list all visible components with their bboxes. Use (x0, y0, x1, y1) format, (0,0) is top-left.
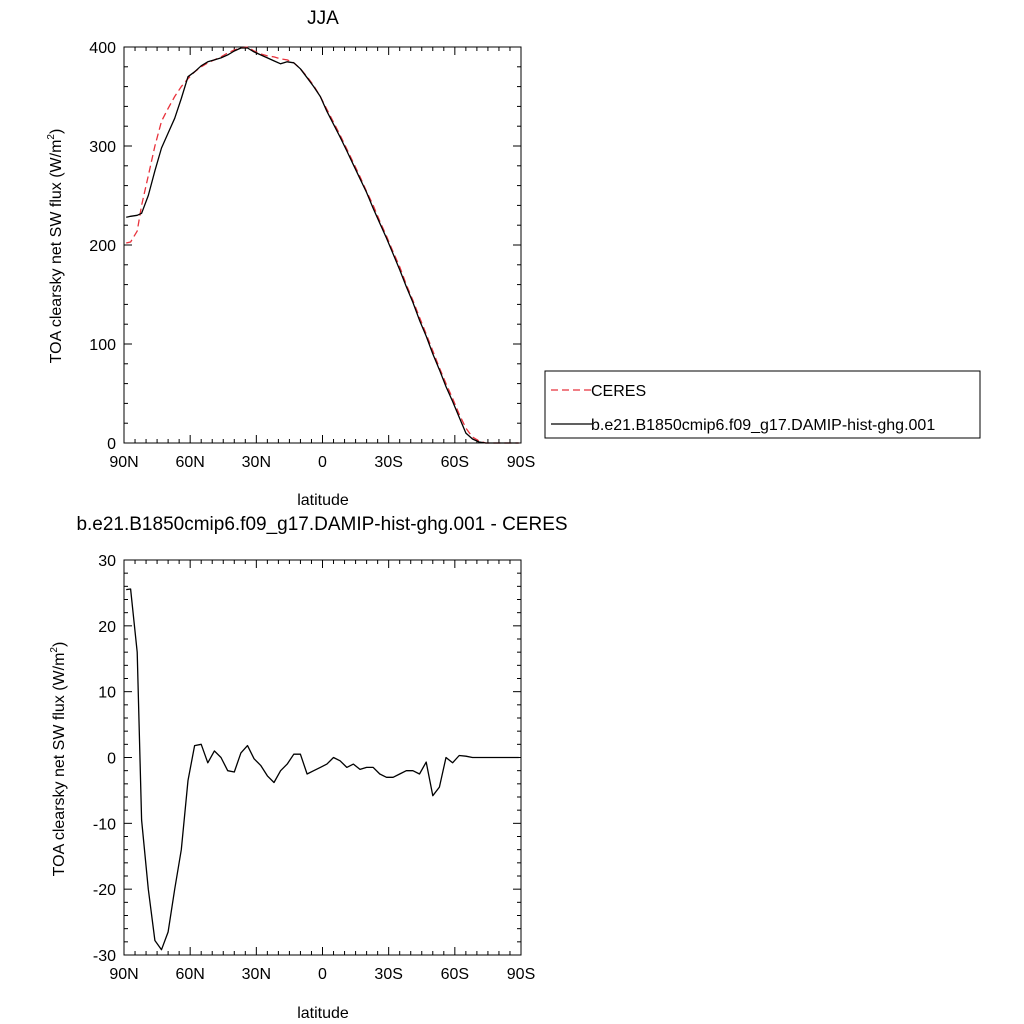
top-x-tick-label: 60N (175, 454, 204, 471)
bottom-x-tick-label: 30S (374, 966, 402, 983)
bottom-x-tick-label: 0 (318, 966, 327, 983)
legend-label-model: b.e21.B1850cmip6.f09_g17.DAMIP-hist-ghg.… (591, 417, 935, 434)
top-plot-frame (123, 46, 522, 444)
bottom-y-tick-label: -30 (93, 948, 116, 965)
top-y-tick-label: 400 (89, 40, 116, 57)
bottom-y-tick-label: -20 (93, 882, 116, 899)
top-y-tick-label: 0 (107, 436, 116, 453)
bottom-chart-title: b.e21.B1850cmip6.f09_g17.DAMIP-hist-ghg.… (76, 514, 567, 535)
top-x-axis-label: latitude (297, 492, 349, 509)
bottom-y-axis-label-close: ) (51, 642, 68, 647)
legend-box (544, 370, 981, 439)
bottom-y-axis-label-main: TOA clearsky net SW flux (W/m (51, 653, 68, 877)
top-x-tick-label: 30S (374, 454, 402, 471)
bottom-y-tick-label: 30 (98, 553, 116, 570)
top-x-tick-label: 60S (441, 454, 469, 471)
top-x-tick-label: 90S (507, 454, 535, 471)
top-y-axis-label-main: TOA clearsky net SW flux (W/m (48, 140, 65, 364)
bottom-y-axis-label: TOA clearsky net SW flux (W/m2) (49, 642, 68, 877)
top-y-axis-label-sup: 2 (46, 134, 57, 140)
bottom-y-tick-label: 10 (98, 685, 116, 702)
top-x-tick-label: 30N (242, 454, 271, 471)
top-panel: JJA 90N 60N 30N 0 30S 60S 90S 0 100 200 300 400 lat… (46, 8, 535, 509)
bottom-x-tick-label: 60S (441, 966, 469, 983)
top-x-tick-label: 90N (109, 454, 138, 471)
bottom-y-tick-label: -10 (93, 816, 116, 833)
bottom-x-tick-label: 90N (109, 966, 138, 983)
legend: CERES b.e21.B1850cmip6.f09_g17.DAMIP-his… (544, 370, 981, 439)
bottom-plot-frame (123, 559, 522, 956)
legend-label-ceres: CERES (591, 383, 646, 400)
top-series-line-0 (126, 46, 519, 444)
bottom-panel: b.e21.B1850cmip6.f09_g17.DAMIP-hist-ghg.… (49, 514, 568, 1022)
bottom-x-axis-label: latitude (297, 1005, 349, 1022)
top-y-tick-label: 300 (89, 139, 116, 156)
top-y-axis-label-close: ) (48, 129, 65, 134)
bottom-series-line-0 (126, 588, 519, 951)
bottom-y-tick-label: 0 (107, 751, 116, 768)
bottom-plot-area: 90N 60N 30N 0 30S 60S 90S -30 -20 -10 0 10 20 30 (93, 553, 535, 983)
bottom-x-tick-label: 30N (242, 966, 271, 983)
bottom-y-axis-label-sup: 2 (49, 647, 60, 653)
bottom-y-tick-label: 20 (98, 619, 116, 636)
top-y-tick-label: 200 (89, 238, 116, 255)
top-plot-area: 90N 60N 30N 0 30S 60S 90S 0 100 200 300 400 (89, 40, 535, 471)
top-x-tick-label: 0 (318, 454, 327, 471)
bottom-x-tick-label: 90S (507, 966, 535, 983)
top-y-axis-label: TOA clearsky net SW flux (W/m2) (46, 129, 65, 364)
top-chart-title: JJA (307, 8, 339, 29)
top-series-line-1 (126, 47, 519, 444)
bottom-x-tick-label: 60N (175, 966, 204, 983)
top-y-tick-label: 100 (89, 337, 116, 354)
